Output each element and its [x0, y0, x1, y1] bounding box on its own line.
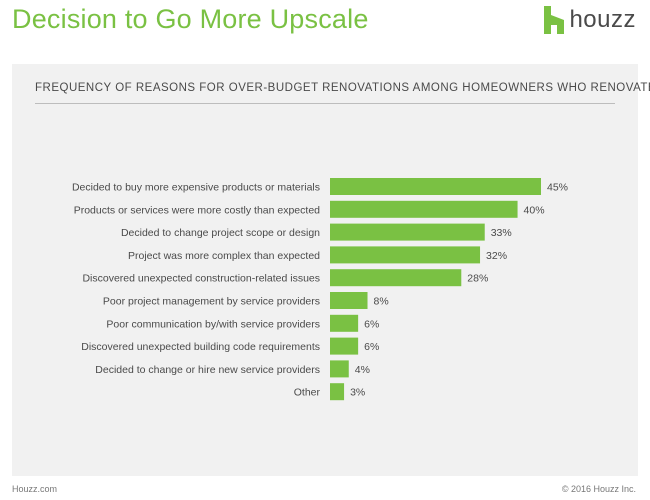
chart-title: FREQUENCY OF REASONS FOR OVER-BUDGET REN… — [35, 82, 650, 104]
category-label: Decided to change project scope or desig… — [121, 227, 320, 239]
bar — [330, 246, 481, 264]
page-title: Decision to Go More Upscale — [12, 4, 369, 34]
bar — [330, 223, 485, 241]
bar — [330, 178, 541, 195]
category-label: Discovered unexpected building code requ… — [81, 341, 320, 353]
category-label: Other — [294, 387, 321, 399]
data-label: 33% — [491, 227, 512, 239]
houzz-logo-icon — [544, 6, 565, 34]
chart-panel: FREQUENCY OF REASONS FOR OVER-BUDGET REN… — [12, 64, 650, 476]
bar — [330, 360, 349, 378]
data-label: 32% — [486, 250, 507, 262]
footer-source: Houzz.com — [12, 484, 58, 494]
bar-chart: Decided to buy more expensive products o… — [72, 178, 568, 401]
bar — [330, 200, 518, 218]
bar — [330, 337, 359, 355]
bar — [330, 383, 345, 401]
footer-copyright: © 2016 Houzz Inc. — [561, 484, 636, 494]
category-label: Poor communication by/with service provi… — [106, 318, 320, 330]
category-label: Products or services were more costly th… — [74, 204, 320, 216]
houzz-logo: houzz — [544, 6, 636, 34]
logo-wordmark: houzz — [569, 6, 636, 33]
category-label: Decided to change or hire new service pr… — [95, 364, 320, 376]
category-label: Poor project management by service provi… — [103, 296, 320, 308]
data-label: 8% — [374, 296, 389, 308]
data-label: 45% — [547, 182, 568, 194]
category-label: Decided to buy more expensive products o… — [72, 182, 320, 194]
data-label: 4% — [355, 364, 370, 376]
category-label: Discovered unexpected construction-relat… — [82, 273, 320, 285]
data-label: 40% — [524, 204, 545, 216]
data-label: 3% — [350, 387, 365, 399]
bar — [330, 269, 462, 287]
category-label: Project was more complex than expected — [128, 250, 320, 262]
data-label: 28% — [467, 273, 488, 285]
bar — [330, 314, 359, 332]
bar — [330, 292, 368, 309]
data-label: 6% — [364, 318, 379, 330]
data-label: 6% — [364, 341, 379, 353]
